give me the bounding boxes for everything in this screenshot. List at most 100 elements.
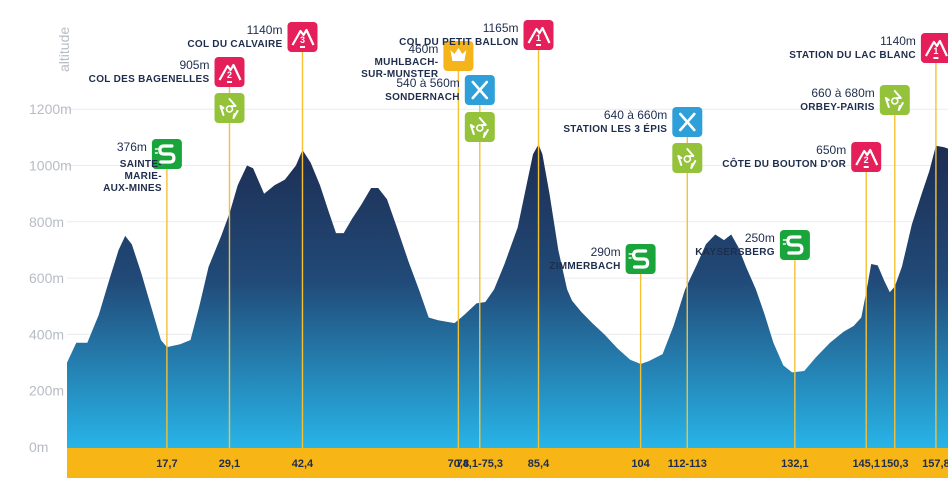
climb-badge: 1 [523, 20, 554, 50]
annotation-name: COL DES BAGENELLES [89, 74, 210, 85]
sprint-badge [625, 244, 656, 274]
annotation-altitude: 660 à 680m [811, 86, 874, 100]
elevation-area [67, 144, 948, 448]
annotation-altitude: 540 à 560m [396, 76, 459, 90]
annotation-altitude: 650m [816, 143, 846, 157]
annotation-name: ORBEY-PAIRIS [800, 102, 875, 113]
annotation-name: SAINTE- [120, 159, 162, 170]
feed-zone-badge-bg [672, 143, 703, 173]
mountain-icon [291, 28, 315, 46]
km-tick-label: 74,1-75,3 [457, 458, 503, 470]
annotation-name: CÔTE DU BOUTON D'OR [722, 157, 846, 170]
climb-badge: 2 [851, 142, 882, 172]
annotation-altitude: 460m [408, 42, 438, 56]
climb-category: 1 [933, 46, 938, 56]
annotation-name: SUR-MUNSTER [361, 69, 439, 80]
feed-badge [214, 93, 245, 123]
y-tick-label: 1000m [29, 158, 72, 174]
annotation-name: COL DU CALVAIRE [187, 39, 282, 50]
km-tick-label: 85,4 [528, 458, 550, 470]
annotation-altitude: 290m [591, 245, 621, 259]
km-tick-label: 145,1 [852, 458, 880, 470]
annotation-name: MARIE- [125, 171, 162, 182]
km-tick-label: 104 [631, 458, 650, 470]
feed-badge [672, 143, 703, 173]
annotation-altitude: 376m [117, 140, 147, 154]
climb-badge-bg [214, 57, 245, 87]
refuel-badge [464, 75, 495, 105]
annotation-name: STATION DU LAC BLANC [789, 50, 916, 61]
annotation-altitude: 1140m [880, 34, 916, 48]
y-tick-label: 600m [29, 270, 64, 286]
annotation-altitude: 1165m [483, 21, 519, 35]
feed-badge [464, 112, 495, 142]
feed-badge [879, 85, 910, 115]
km-tick-label: 132,1 [781, 458, 809, 470]
km-tick-label: 112-113 [668, 458, 707, 470]
mountain-icon [218, 63, 242, 81]
recycle-core [475, 124, 484, 132]
annotation-name: STATION LES 3 ÉPIS [563, 122, 667, 135]
recycle-core [225, 105, 234, 113]
climb-category: 1 [536, 33, 541, 43]
climb-badge: 2 [214, 57, 245, 87]
climb-badge-bg [920, 33, 948, 63]
annotation-name: AUX-MINES [103, 183, 162, 194]
annotation-name: MUHLBACH- [375, 57, 439, 68]
recycle-icon [219, 98, 239, 119]
feed-zone-badge-bg [464, 112, 495, 142]
y-tick-label: 400m [29, 326, 64, 342]
y-tick-label: 200m [29, 383, 64, 399]
recycle-icon [677, 148, 697, 169]
mountain-base [227, 81, 232, 83]
climb-badge-bg [523, 20, 554, 50]
km-tick-label: 17,7 [156, 458, 177, 470]
annotation-name: COL DU PETIT BALLON [399, 37, 518, 48]
distance-band [67, 448, 948, 478]
bonus-badge [443, 41, 474, 71]
crown-icon [450, 48, 467, 61]
feed-zone-badge-bg [214, 93, 245, 123]
recycle-icon [884, 90, 904, 111]
sprint-s-icon [158, 144, 176, 164]
km-tick-label: 70,8 [448, 458, 469, 470]
y-tick-label: 800m [29, 214, 64, 230]
refuel-badge [672, 107, 703, 137]
feed-zone-badge-bg [879, 85, 910, 115]
mountain-base [933, 57, 939, 59]
mountain-icon [527, 26, 551, 44]
km-tick-label: 29,1 [219, 458, 240, 470]
km-tick-label: 42,4 [292, 458, 314, 470]
mountain-base [300, 46, 305, 48]
annotation-altitude: 640 à 660m [604, 108, 667, 122]
annotation-altitude: 905m [179, 58, 209, 72]
annotation-altitude: 1140m [247, 23, 283, 37]
sprint-badge [779, 230, 810, 260]
km-tick-label: 157,8 [922, 458, 948, 470]
y-tick-label: 0m [29, 439, 48, 455]
climb-badge-bg [287, 22, 318, 52]
climb-badge: 1 [920, 33, 948, 63]
climb-badge: 3 [287, 22, 318, 52]
recycle-core [683, 155, 692, 163]
annotation-name: ZIMMERBACH [549, 261, 620, 272]
mountain-base [536, 44, 541, 46]
recycle-icon [469, 117, 489, 138]
fork-knife-icon [678, 112, 696, 132]
y-axis-title: altitude [56, 27, 72, 72]
sprint-s-icon [786, 235, 804, 255]
annotation-name: KAYSERSBERG [695, 247, 775, 258]
sprint-badge [151, 139, 182, 169]
climb-category: 2 [227, 70, 232, 80]
annotation-altitude: 250m [745, 231, 775, 245]
km-tick-label: 150,3 [881, 458, 909, 470]
climb-badge-bg [851, 142, 882, 172]
mountain-base [863, 166, 869, 168]
y-tick-label: 1200m [29, 101, 72, 117]
sprint-s-icon [631, 249, 650, 269]
climb-category: 2 [864, 155, 869, 165]
fork-knife-icon [471, 80, 489, 100]
mountain-icon [855, 148, 879, 166]
annotation-name: SONDERNACH [385, 92, 460, 103]
